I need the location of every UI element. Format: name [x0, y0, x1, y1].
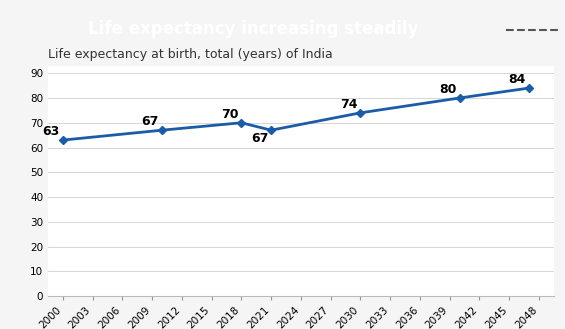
- Text: 67: 67: [142, 115, 159, 128]
- Text: Life expectancy at birth, total (years) of India: Life expectancy at birth, total (years) …: [48, 48, 333, 61]
- Text: 63: 63: [43, 125, 60, 138]
- Text: 84: 84: [508, 73, 526, 86]
- Text: 67: 67: [251, 132, 268, 145]
- Text: 80: 80: [439, 83, 457, 96]
- Text: 74: 74: [340, 98, 358, 111]
- Text: 70: 70: [221, 108, 238, 121]
- Text: Life expectancy increasing steadily: Life expectancy increasing steadily: [88, 20, 418, 38]
